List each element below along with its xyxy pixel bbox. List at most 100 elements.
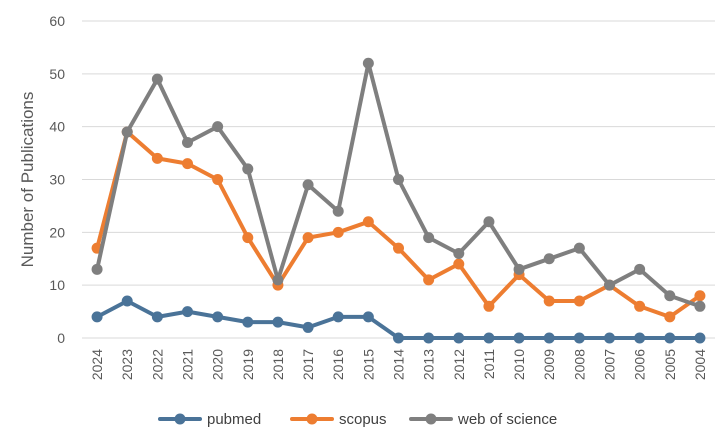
data-point [453,258,465,270]
series-pubmed [91,295,706,344]
data-point [634,263,646,275]
data-point [362,311,374,323]
x-tick-label: 2014 [391,349,407,380]
data-point [483,216,495,228]
legend-marker [306,413,318,425]
data-point [91,263,103,275]
y-tick-label: 20 [49,224,65,240]
data-point [182,158,193,170]
data-point [543,332,555,344]
x-tick-label: 2016 [330,349,346,380]
data-point [272,316,284,328]
x-tick-label: 2023 [119,349,135,380]
data-point [212,174,224,185]
data-point [604,332,615,344]
legend-item-scopus: scopus [290,411,387,428]
gridlines [82,20,715,339]
data-point [302,232,314,244]
data-point [453,332,465,344]
legend-label: web of science [457,411,557,428]
data-point [362,57,374,69]
data-point [121,126,133,138]
data-point [242,232,254,244]
data-point [332,205,344,217]
data-point [393,242,404,254]
data-point [242,163,254,175]
data-point [543,295,555,307]
data-point [272,274,284,286]
data-point [151,73,163,85]
data-point [573,295,585,307]
data-point [362,216,374,228]
data-point [573,242,585,254]
data-point [664,290,676,302]
x-axis-tick-labels: 2024 2023 2022 2021 2020 2019 2018 2017 2016 2015… [89,349,708,380]
y-tick-label: 40 [49,119,65,135]
data-point [664,311,676,323]
data-point [604,279,615,291]
x-tick-label: 2009 [541,349,557,380]
legend: pubmed scopus web of science [158,411,557,428]
x-tick-label: 2007 [602,349,618,380]
data-point [513,332,525,344]
x-tick-label: 2005 [662,349,678,380]
data-point [423,232,435,244]
data-point [694,300,706,312]
data-point [694,332,706,344]
data-point [242,316,254,328]
data-point [513,263,525,275]
data-point [483,332,495,344]
x-tick-label: 2024 [89,349,105,380]
x-tick-label: 2012 [451,349,467,380]
data-point [332,311,344,323]
data-point [212,121,224,133]
legend-item-web-of-science: web of science [409,411,557,428]
x-tick-label: 2020 [210,349,226,380]
legend-item-pubmed: pubmed [158,411,261,428]
legend-marker [174,413,186,425]
legend-label: pubmed [207,411,261,428]
y-axis-title: Number of Publications [18,92,37,268]
data-point [453,247,465,259]
data-point [182,137,193,149]
x-tick-label: 2008 [571,349,587,380]
y-tick-label: 60 [49,13,65,29]
y-tick-label: 50 [49,66,65,82]
x-tick-label: 2015 [360,349,376,380]
x-tick-label: 2013 [421,349,437,380]
data-point [302,179,314,191]
data-point [634,300,646,312]
data-point [423,332,435,344]
x-tick-label: 2006 [632,349,648,380]
y-axis-tick-labels: 0 10 20 30 40 50 60 [49,13,65,346]
legend-label: scopus [339,411,387,428]
data-point [393,174,404,185]
series-scopus [91,126,706,323]
data-point [151,311,163,323]
x-tick-label: 2004 [692,349,708,380]
x-tick-label: 2022 [149,349,165,380]
data-point [423,274,435,286]
series-layer [91,57,706,344]
x-tick-label: 2018 [270,349,286,380]
data-point [91,311,103,323]
x-tick-label: 2017 [300,349,316,380]
data-point [664,332,676,344]
y-tick-label: 10 [49,277,65,293]
y-tick-label: 0 [57,330,65,346]
data-point [182,306,193,318]
x-tick-label: 2011 [481,349,497,379]
data-point [332,226,344,238]
data-point [151,152,163,164]
x-tick-label: 2010 [511,349,527,380]
data-point [634,332,646,344]
data-point [694,290,706,302]
y-tick-label: 30 [49,172,65,188]
x-tick-label: 2021 [180,349,196,380]
x-tick-label: 2019 [240,349,256,380]
data-point [121,295,133,307]
data-point [393,332,404,344]
data-point [212,311,224,323]
legend-marker [425,413,437,425]
